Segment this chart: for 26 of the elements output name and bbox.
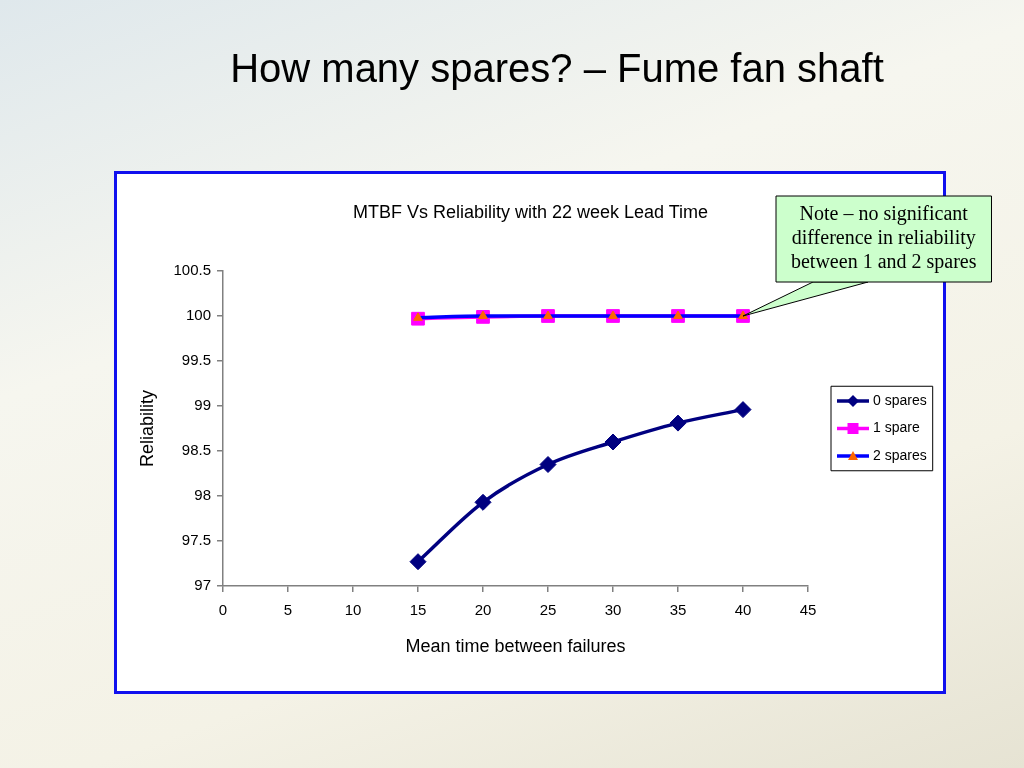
legend-label: 2 spares <box>873 446 927 463</box>
y-tick-label: 97.5 <box>181 531 211 549</box>
x-tick-label: 15 <box>409 601 427 619</box>
legend-label: 1 spare <box>873 419 920 436</box>
annotation: Note – no significant difference in reliability between 1 and 2 spares <box>790 202 977 274</box>
y-axis-title: Reliability <box>136 389 157 468</box>
x-tick-label: 45 <box>799 601 817 619</box>
x-tick-label: 10 <box>344 601 362 619</box>
x-tick-label: 30 <box>604 601 622 619</box>
legend-label: 0 spares <box>873 391 927 408</box>
chart-subtitle: MTBF Vs Reliability with 22 week Lead Time <box>352 201 709 222</box>
y-tick-label: 98 <box>194 486 211 504</box>
x-tick-label: 5 <box>283 601 293 619</box>
x-tick-label: 25 <box>539 601 557 619</box>
y-tick-label: 97 <box>194 576 211 594</box>
y-tick-label: 100 <box>185 306 211 324</box>
chart-title: How many spares? – Fume fan shaft <box>229 45 885 92</box>
x-tick-label: 40 <box>734 601 752 619</box>
x-tick-label: 20 <box>474 601 492 619</box>
y-tick-label: 99 <box>194 396 211 414</box>
y-tick-label: 99.5 <box>181 351 211 369</box>
y-tick-label: 100.5 <box>173 261 211 279</box>
x-axis-title: Mean time between failures <box>405 636 626 657</box>
y-tick-label: 98.5 <box>181 441 211 459</box>
x-tick-label: 35 <box>669 601 687 619</box>
x-tick-label: 0 <box>218 601 228 619</box>
